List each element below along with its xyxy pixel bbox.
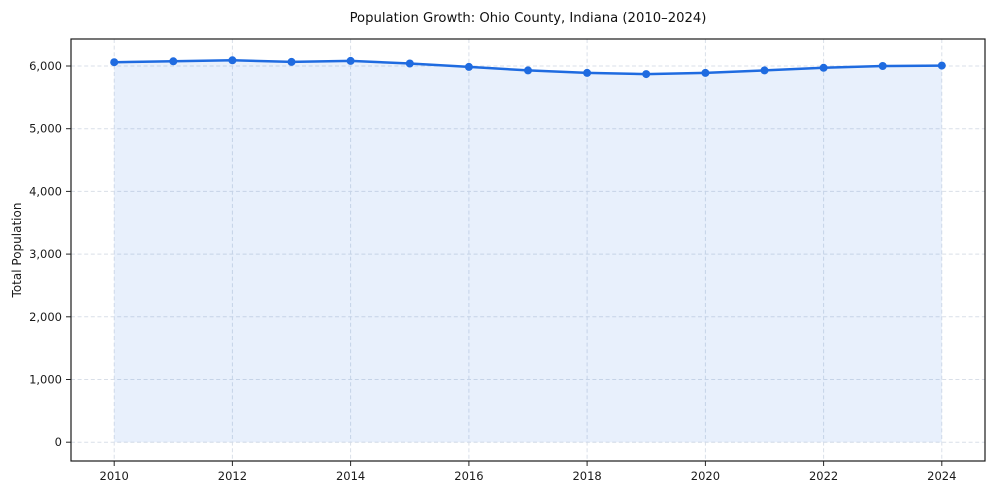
data-point-marker (878, 62, 887, 70)
x-tick-label: 2016 (454, 469, 483, 483)
data-point-marker (169, 57, 178, 66)
x-tick-label: 2022 (809, 469, 838, 483)
y-tick-label: 3,000 (29, 247, 62, 261)
plot-area: 0 1,000 2,000 3,000 4,000 5,000 6,000 2010 2012 2… (29, 38, 986, 483)
y-tick-label: 2,000 (29, 310, 62, 324)
data-point-marker (464, 62, 473, 71)
data-point-marker (405, 59, 414, 68)
x-tick-label: 2018 (572, 469, 601, 483)
data-point-marker (524, 66, 532, 75)
data-point-marker (937, 61, 946, 70)
x-tick-label: 2012 (218, 469, 247, 483)
plot-border (70, 38, 986, 462)
x-tick-label: 2014 (336, 469, 365, 483)
y-axis-label: Total Population (10, 202, 24, 298)
y-tick-label: 5,000 (29, 122, 62, 136)
x-tick-label: 2020 (691, 469, 720, 483)
chart-canvas: 0 1,000 2,000 3,000 4,000 5,000 6,000 2010 2012 2… (29, 38, 986, 483)
data-point-marker (642, 70, 651, 79)
x-tick-label: 2010 (100, 469, 129, 483)
y-tick-label: 1,000 (29, 373, 62, 387)
area-fill (114, 60, 942, 443)
x-tick-label: 2024 (927, 469, 956, 483)
data-point-marker (819, 63, 828, 72)
data-point-marker (228, 56, 237, 65)
y-tick-label: 6,000 (29, 59, 62, 73)
chart-title: Population Growth: Ohio County, Indiana … (349, 11, 707, 26)
y-tick-label: 0 (55, 435, 62, 449)
data-point-marker (583, 68, 592, 77)
data-point-marker (110, 58, 119, 67)
data-point-marker (287, 57, 296, 66)
y-tick-label: 4,000 (29, 184, 62, 198)
data-point-marker (701, 68, 710, 77)
data-point-marker (346, 56, 355, 65)
data-point-marker (760, 66, 769, 75)
